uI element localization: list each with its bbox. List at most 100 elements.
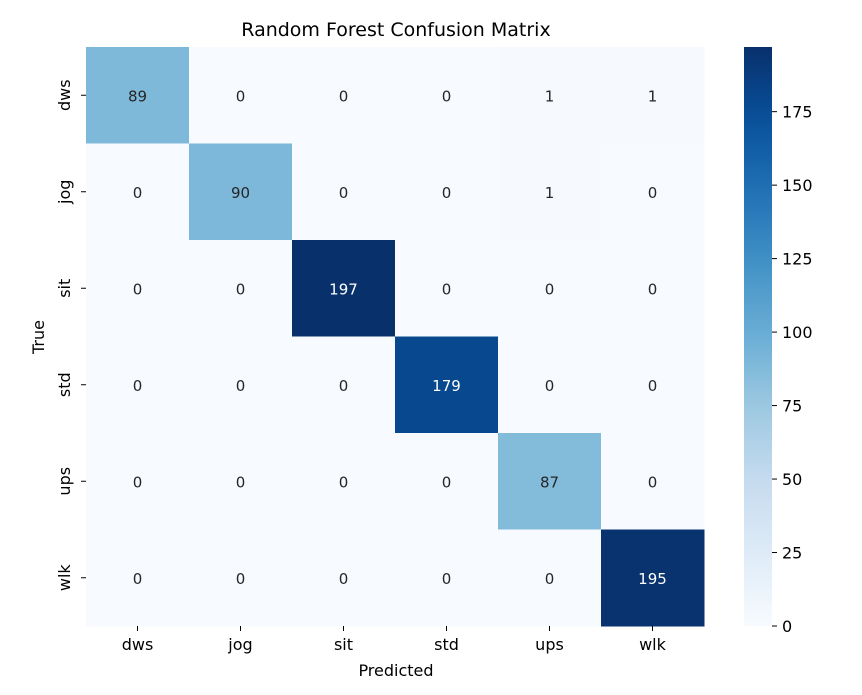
cell-value-label: 0 (339, 87, 349, 105)
heatmap-cells (86, 47, 705, 627)
x-axis-ticks: dws jog sit std ups wlk (122, 626, 667, 654)
cell-value-label: 0 (545, 280, 555, 298)
cell-value-label: 1 (648, 87, 658, 105)
cell-value-label: 0 (339, 570, 349, 588)
heatmap-cell (601, 240, 705, 337)
heatmap-cell (292, 529, 396, 627)
heatmap-cell (601, 336, 705, 434)
cell-value-label: 0 (236, 377, 246, 395)
x-tick-label: dws (122, 635, 154, 654)
heatmap-cell (395, 143, 499, 241)
y-tick-label: ups (55, 467, 74, 496)
colorbar (744, 47, 772, 626)
chart-title: Random Forest Confusion Matrix (241, 19, 550, 41)
cell-value-label: 0 (339, 184, 349, 202)
cell-value-label: 0 (648, 377, 658, 395)
heatmap-cell (189, 47, 293, 144)
heatmap-cell (189, 529, 293, 627)
colorbar-tick-label: 0 (782, 617, 792, 636)
colorbar-tick-label: 75 (782, 397, 802, 416)
cell-value-label: 0 (133, 473, 143, 491)
x-tick-label: ups (535, 635, 564, 654)
cell-value-label: 0 (442, 184, 452, 202)
heatmap-cell (498, 336, 602, 434)
cell-value-label: 1 (545, 184, 555, 202)
x-tick-label: std (434, 635, 459, 654)
heatmap-cell (601, 433, 705, 530)
heatmap-cell (395, 433, 499, 530)
heatmap-annotations: 89 0 0 0 1 1 0 90 0 0 1 0 0 0 197 0 0 0 0 0 0 179 0 0 0 0 0 0 87 0 0 0 0… (128, 87, 667, 588)
heatmap-cell (86, 47, 190, 144)
y-tick-label: jog (55, 180, 74, 205)
cell-value-label: 197 (329, 280, 358, 298)
x-tick-label: wlk (639, 635, 667, 654)
heatmap-cell (498, 529, 602, 627)
y-tick-label: sit (55, 279, 74, 298)
heatmap-cell (292, 143, 396, 241)
colorbar-tick-label: 25 (782, 544, 802, 563)
cell-value-label: 0 (442, 473, 452, 491)
cell-value-label: 0 (339, 473, 349, 491)
heatmap-cell (292, 336, 396, 434)
y-tick-label: dws (55, 79, 74, 111)
cell-value-label: 0 (648, 280, 658, 298)
x-axis-label: Predicted (358, 661, 433, 680)
heatmap-cell (498, 433, 602, 530)
heatmap-cell (395, 47, 499, 144)
y-tick-label: wlk (55, 564, 74, 592)
heatmap-cell (86, 529, 190, 627)
cell-value-label: 0 (236, 473, 246, 491)
heatmap-cell (395, 240, 499, 337)
colorbar-tick-label: 100 (782, 323, 813, 342)
cell-value-label: 0 (545, 377, 555, 395)
heatmap-cell (498, 240, 602, 337)
heatmap-cell (498, 143, 602, 241)
cell-value-label: 0 (133, 280, 143, 298)
x-tick-label: sit (334, 635, 353, 654)
colorbar-tick-label: 150 (782, 176, 813, 195)
cell-value-label: 90 (231, 184, 250, 202)
x-tick-label: jog (227, 635, 252, 654)
heatmap-cell (601, 529, 705, 627)
cell-value-label: 0 (648, 184, 658, 202)
cell-value-label: 179 (432, 377, 461, 395)
cell-value-label: 0 (442, 87, 452, 105)
colorbar-tick-label: 50 (782, 470, 802, 489)
cell-value-label: 1 (545, 87, 555, 105)
cell-value-label: 0 (545, 570, 555, 588)
y-axis-label: True (29, 320, 48, 355)
cell-value-label: 0 (133, 184, 143, 202)
heatmap-cell (395, 529, 499, 627)
heatmap-cell (86, 240, 190, 337)
cell-value-label: 0 (236, 87, 246, 105)
heatmap-cell (189, 143, 293, 241)
cell-value-label: 195 (638, 570, 667, 588)
heatmap-cell (498, 47, 602, 144)
heatmap-cell (292, 47, 396, 144)
cell-value-label: 0 (442, 570, 452, 588)
cell-value-label: 0 (648, 473, 658, 491)
heatmap-cell (601, 143, 705, 241)
heatmap-cell (189, 336, 293, 434)
cell-value-label: 87 (540, 473, 559, 491)
heatmap-cell (292, 433, 396, 530)
cell-value-label: 0 (133, 570, 143, 588)
colorbar-tick-label: 175 (782, 103, 813, 122)
y-axis-ticks: dws jog sit std ups wlk (55, 79, 86, 591)
heatmap-cell (86, 433, 190, 530)
cell-value-label: 0 (133, 377, 143, 395)
heatmap-cell (189, 240, 293, 337)
cell-value-label: 0 (236, 570, 246, 588)
heatmap-cell (189, 433, 293, 530)
cell-value-label: 0 (236, 280, 246, 298)
y-tick-label: std (55, 372, 74, 397)
colorbar-ticks: 0 25 50 75 100 125 150 175 (772, 103, 813, 636)
cell-value-label: 0 (339, 377, 349, 395)
heatmap-cell (86, 336, 190, 434)
heatmap-cell (395, 336, 499, 434)
heatmap-cell (86, 143, 190, 241)
colorbar-tick-label: 125 (782, 250, 813, 269)
cell-value-label: 0 (442, 280, 452, 298)
heatmap-cell (601, 47, 705, 144)
